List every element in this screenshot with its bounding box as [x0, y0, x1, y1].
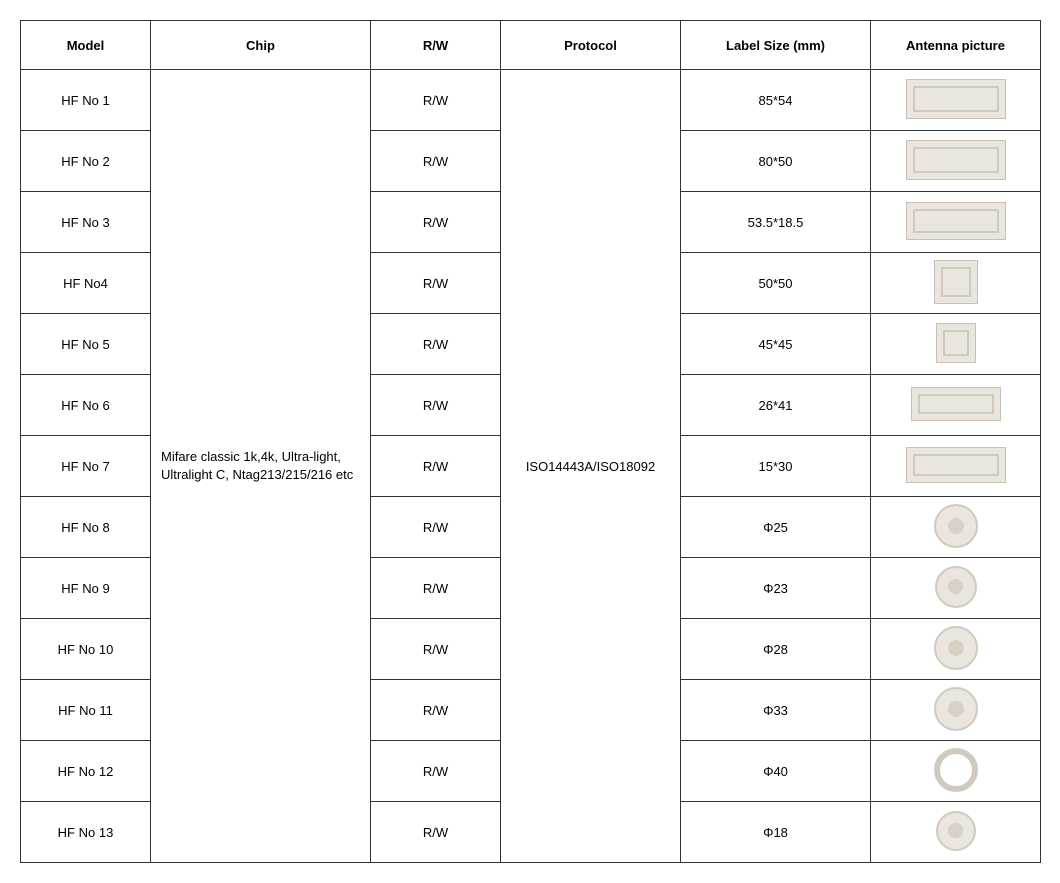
cell-antenna-picture [871, 619, 1041, 680]
cell-model: HF No 6 [21, 375, 151, 436]
cell-size: 26*41 [681, 375, 871, 436]
col-header-rw: R/W [371, 21, 501, 70]
cell-size: 80*50 [681, 131, 871, 192]
antenna-icon [911, 387, 1001, 421]
cell-model: HF No 8 [21, 497, 151, 558]
cell-antenna-picture [871, 70, 1041, 131]
antenna-icon [906, 79, 1006, 119]
cell-size: Φ23 [681, 558, 871, 619]
cell-antenna-picture [871, 741, 1041, 802]
cell-size: 15*30 [681, 436, 871, 497]
cell-model: HF No4 [21, 253, 151, 314]
cell-size: Φ18 [681, 802, 871, 863]
cell-rw: R/W [371, 70, 501, 131]
cell-rw: R/W [371, 619, 501, 680]
antenna-icon [934, 748, 978, 792]
cell-size: 45*45 [681, 314, 871, 375]
cell-model: HF No 10 [21, 619, 151, 680]
cell-model: HF No 7 [21, 436, 151, 497]
cell-model: HF No 13 [21, 802, 151, 863]
cell-chip: Mifare classic 1k,4k, Ultra-light, Ultra… [151, 70, 371, 863]
cell-rw: R/W [371, 680, 501, 741]
cell-rw: R/W [371, 314, 501, 375]
cell-size: 85*54 [681, 70, 871, 131]
cell-rw: R/W [371, 192, 501, 253]
cell-antenna-picture [871, 680, 1041, 741]
cell-model: HF No 9 [21, 558, 151, 619]
cell-size: Φ28 [681, 619, 871, 680]
cell-model: HF No 2 [21, 131, 151, 192]
cell-size: 50*50 [681, 253, 871, 314]
antenna-icon [934, 626, 978, 670]
cell-antenna-picture [871, 131, 1041, 192]
cell-antenna-picture [871, 436, 1041, 497]
cell-model: HF No 12 [21, 741, 151, 802]
cell-rw: R/W [371, 436, 501, 497]
table-row: HF No 1Mifare classic 1k,4k, Ultra-light… [21, 70, 1041, 131]
cell-antenna-picture [871, 375, 1041, 436]
cell-antenna-picture [871, 192, 1041, 253]
cell-rw: R/W [371, 253, 501, 314]
antenna-icon [934, 504, 978, 548]
col-header-size: Label Size (mm) [681, 21, 871, 70]
rfid-spec-table: Model Chip R/W Protocol Label Size (mm) … [20, 20, 1041, 863]
col-header-chip: Chip [151, 21, 371, 70]
cell-rw: R/W [371, 131, 501, 192]
table-header-row: Model Chip R/W Protocol Label Size (mm) … [21, 21, 1041, 70]
cell-protocol: ISO14443A/ISO18092 [501, 70, 681, 863]
cell-size: Φ33 [681, 680, 871, 741]
antenna-icon [935, 566, 977, 608]
cell-rw: R/W [371, 497, 501, 558]
antenna-icon [906, 140, 1006, 180]
cell-rw: R/W [371, 375, 501, 436]
cell-size: Φ25 [681, 497, 871, 558]
cell-antenna-picture [871, 253, 1041, 314]
cell-size: 53.5*18.5 [681, 192, 871, 253]
cell-model: HF No 3 [21, 192, 151, 253]
cell-size: Φ40 [681, 741, 871, 802]
antenna-icon [906, 447, 1006, 483]
antenna-icon [934, 687, 978, 731]
col-header-model: Model [21, 21, 151, 70]
cell-rw: R/W [371, 741, 501, 802]
antenna-icon [934, 260, 978, 304]
cell-model: HF No 1 [21, 70, 151, 131]
table-body: HF No 1Mifare classic 1k,4k, Ultra-light… [21, 70, 1041, 863]
cell-antenna-picture [871, 314, 1041, 375]
cell-model: HF No 5 [21, 314, 151, 375]
cell-model: HF No 11 [21, 680, 151, 741]
cell-antenna-picture [871, 497, 1041, 558]
col-header-protocol: Protocol [501, 21, 681, 70]
cell-rw: R/W [371, 802, 501, 863]
cell-rw: R/W [371, 558, 501, 619]
antenna-icon [906, 202, 1006, 240]
col-header-picture: Antenna picture [871, 21, 1041, 70]
antenna-icon [936, 323, 976, 363]
cell-antenna-picture [871, 802, 1041, 863]
antenna-icon [936, 811, 976, 851]
cell-antenna-picture [871, 558, 1041, 619]
